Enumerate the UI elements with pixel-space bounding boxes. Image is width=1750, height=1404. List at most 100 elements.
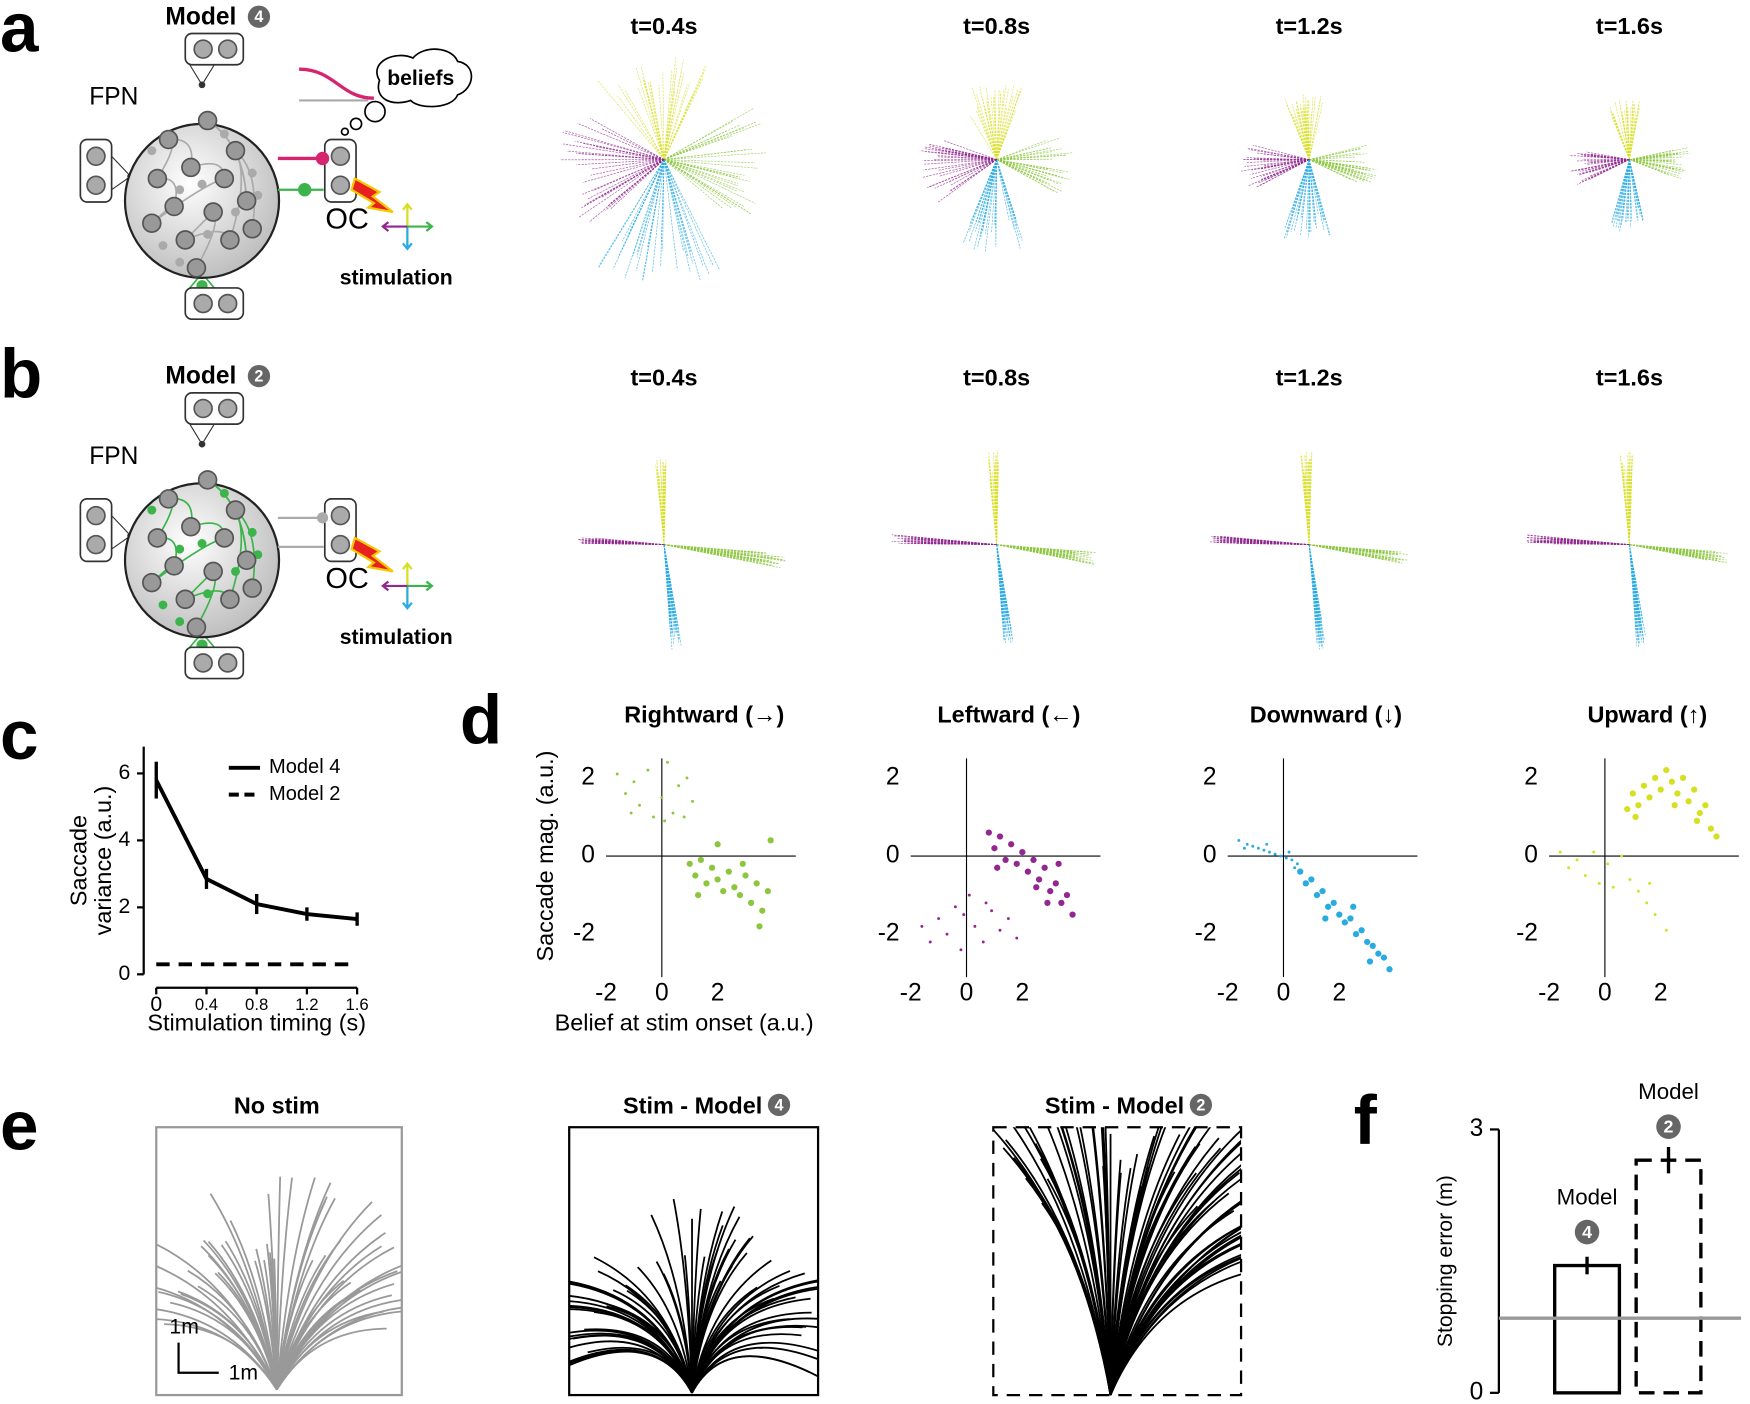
saccade [923,159,997,165]
saccade [1291,159,1310,213]
neuron [193,39,213,59]
trajectory [1109,1273,1242,1396]
trajectory [691,1333,802,1394]
thought-cloud [376,48,473,108]
saccade [664,544,773,567]
saccade [976,94,997,160]
saccade [995,159,997,248]
x-tick-label: -2 [595,979,617,1006]
scatter-point [1696,809,1703,817]
saccade [975,159,997,232]
saccade [923,148,997,160]
trajectories [569,1198,819,1394]
belief-curve [299,67,374,100]
saccade [1629,544,1637,631]
saccade [664,159,755,164]
scatter-point [1583,874,1587,877]
saccade [1291,103,1310,160]
scatter-point [1671,802,1678,809]
saccade [971,87,997,160]
saccade [996,159,1015,230]
scatter-point [1635,802,1642,809]
saccade [663,94,693,160]
saccade [1212,538,1310,545]
scatter-point [1620,854,1624,858]
trajectory [593,1256,693,1394]
trajectory [662,1273,693,1393]
saccade [1309,159,1366,175]
saccade [1611,159,1630,225]
trajectory [691,1317,819,1394]
trajectory [691,1311,812,1394]
saccade [969,159,997,225]
saccade [662,461,665,545]
stimulation-bolt [350,176,394,214]
scatter-point [1055,860,1062,867]
saccade [996,89,1018,160]
saccade [1296,100,1310,160]
saccade [663,159,710,275]
saccade [1286,159,1310,233]
saccade [1261,159,1310,177]
scatter-point [1679,774,1687,782]
trajectory [1109,1127,1160,1396]
scatter-point [1664,928,1668,932]
saccade [1300,159,1310,220]
saccade [1309,544,1408,555]
saccade [950,159,997,186]
saccade [1309,159,1368,181]
saccade [1308,477,1311,545]
scatter-point [1242,846,1246,850]
thought-bubble [349,117,363,131]
trajectory [691,1237,751,1393]
connector-dot [198,440,206,448]
badge-number: 2 [1664,1117,1674,1137]
network-node [203,561,223,582]
scatter-point [1693,817,1701,824]
saccade [1625,467,1630,545]
oc-label: OC [325,563,369,595]
scatter-point [991,845,998,852]
scatter-title: Rightward (→) [624,702,784,728]
neuron [86,146,106,167]
scatter-point [1002,856,1009,864]
saccade [996,159,1057,176]
saccade [942,147,997,160]
saccade [973,159,997,250]
x-tick-label: 2 [1332,979,1346,1006]
scatter-point [1713,833,1720,840]
saccade [996,147,1050,160]
saccade [1305,454,1310,545]
saccade [1590,159,1630,173]
saccade [663,121,733,160]
network-node-small [247,168,257,178]
trajectory [1109,1227,1242,1396]
saccade [1304,105,1310,160]
network-node [158,129,179,150]
network-node [186,258,207,278]
saccade [635,66,665,160]
saccade [891,540,997,545]
trajectory [158,1291,278,1390]
saccade [1308,100,1321,160]
trajectory [275,1201,373,1390]
y-tick-label: -2 [878,920,900,947]
scatter-point [984,901,988,905]
scatter-point [739,860,746,867]
saccade [1220,541,1310,545]
saccade [984,159,997,252]
saccade [1629,544,1642,630]
scatter-point [1632,813,1639,821]
saccade [1264,159,1310,168]
saccade [1309,159,1364,170]
trajectory [1046,1127,1112,1396]
saccade [1308,95,1316,160]
saccade [1308,159,1325,231]
scatter-point [1668,778,1675,785]
network-node-small [231,207,240,217]
saccade [1226,538,1310,545]
neuron [193,293,213,314]
saccade [1629,102,1636,160]
scatter-point [1033,884,1040,891]
